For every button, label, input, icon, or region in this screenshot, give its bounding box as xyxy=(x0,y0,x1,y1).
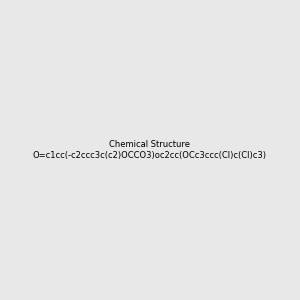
Text: Chemical Structure
O=c1cc(-c2ccc3c(c2)OCCO3)oc2cc(OCc3ccc(Cl)c(Cl)c3): Chemical Structure O=c1cc(-c2ccc3c(c2)OC… xyxy=(33,140,267,160)
